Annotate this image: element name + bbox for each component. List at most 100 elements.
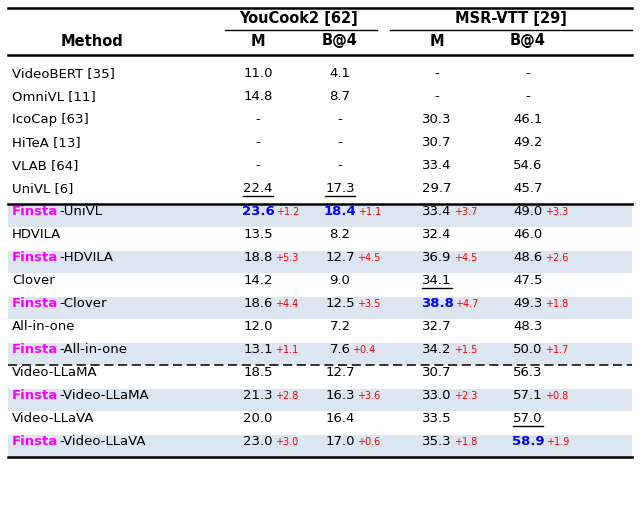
Text: UniVL [6]: UniVL [6]	[12, 182, 74, 195]
Bar	[8, 343, 632, 365]
Text: Finsta: Finsta	[12, 297, 58, 310]
Text: -HDVILA: -HDVILA	[60, 251, 113, 264]
Text: +1.2: +1.2	[276, 207, 300, 217]
Text: B@4: B@4	[510, 34, 546, 48]
Text: -Video-LLaMA: -Video-LLaMA	[60, 389, 149, 402]
Text: +1.1: +1.1	[358, 207, 381, 217]
Text: All-in-one: All-in-one	[12, 320, 76, 333]
Text: -: -	[255, 136, 260, 149]
Text: -: -	[435, 67, 440, 80]
Bar	[8, 205, 632, 227]
Text: M: M	[251, 34, 266, 48]
Text: Clover: Clover	[12, 275, 55, 288]
Text: +3.5: +3.5	[357, 299, 380, 309]
Text: +2.6: +2.6	[545, 253, 568, 263]
Text: +2.3: +2.3	[454, 391, 477, 401]
Text: +5.3: +5.3	[275, 253, 298, 263]
Text: +0.8: +0.8	[545, 391, 568, 401]
Text: 30.3: 30.3	[422, 113, 452, 127]
Text: +3.7: +3.7	[454, 207, 477, 217]
Text: 21.3: 21.3	[243, 389, 273, 402]
Text: +4.7: +4.7	[456, 299, 479, 309]
Text: 33.5: 33.5	[422, 413, 452, 426]
Text: 46.0: 46.0	[513, 228, 543, 241]
Text: 8.7: 8.7	[330, 90, 351, 103]
Text: -: -	[255, 113, 260, 127]
Text: 18.8: 18.8	[243, 251, 273, 264]
Text: 46.1: 46.1	[513, 113, 543, 127]
Text: 49.3: 49.3	[513, 297, 543, 310]
Text: 22.4: 22.4	[243, 182, 273, 195]
Text: Finsta: Finsta	[12, 251, 58, 264]
Bar	[8, 297, 632, 319]
Text: 12.5: 12.5	[325, 297, 355, 310]
Text: 12.7: 12.7	[325, 251, 355, 264]
Text: Finsta: Finsta	[12, 435, 58, 448]
Text: 7.2: 7.2	[330, 320, 351, 333]
Text: 54.6: 54.6	[513, 159, 543, 172]
Text: -Video-LLaVA: -Video-LLaVA	[60, 435, 146, 448]
Text: 16.4: 16.4	[325, 413, 355, 426]
Text: 12.7: 12.7	[325, 366, 355, 379]
Text: IcoCap [63]: IcoCap [63]	[12, 113, 89, 127]
Text: -All-in-one: -All-in-one	[60, 344, 127, 357]
Bar	[8, 389, 632, 411]
Text: 30.7: 30.7	[422, 366, 452, 379]
Text: YouCook2 [62]: YouCook2 [62]	[239, 11, 358, 26]
Text: +4.5: +4.5	[454, 253, 477, 263]
Text: M: M	[429, 34, 444, 48]
Text: 56.3: 56.3	[513, 366, 543, 379]
Text: 35.3: 35.3	[422, 435, 452, 448]
Text: 34.2: 34.2	[422, 344, 452, 357]
Text: B@4: B@4	[322, 34, 358, 48]
Text: 36.9: 36.9	[422, 251, 452, 264]
Text: OmniVL [11]: OmniVL [11]	[12, 90, 96, 103]
Text: 50.0: 50.0	[513, 344, 543, 357]
Text: +4.5: +4.5	[357, 253, 380, 263]
Text: 49.0: 49.0	[513, 206, 543, 218]
Text: +3.3: +3.3	[545, 207, 568, 217]
Text: +1.1: +1.1	[275, 345, 298, 355]
Text: 20.0: 20.0	[243, 413, 273, 426]
Text: 33.4: 33.4	[422, 159, 452, 172]
Text: +4.4: +4.4	[275, 299, 298, 309]
Text: -: -	[338, 113, 342, 127]
Text: 38.8: 38.8	[420, 297, 453, 310]
Text: Finsta: Finsta	[12, 389, 58, 402]
Text: +1.7: +1.7	[545, 345, 568, 355]
Text: +1.5: +1.5	[454, 345, 477, 355]
Text: 47.5: 47.5	[513, 275, 543, 288]
Text: 23.6: 23.6	[242, 206, 275, 218]
Text: 18.5: 18.5	[243, 366, 273, 379]
Text: -: -	[338, 159, 342, 172]
Text: 13.1: 13.1	[243, 344, 273, 357]
Text: MSR-VTT [29]: MSR-VTT [29]	[455, 11, 567, 26]
Text: 57.1: 57.1	[513, 389, 543, 402]
Text: 34.1: 34.1	[422, 275, 452, 288]
Text: 48.6: 48.6	[513, 251, 543, 264]
Text: Finsta: Finsta	[12, 344, 58, 357]
Text: +1.8: +1.8	[545, 299, 568, 309]
Text: -: -	[525, 90, 531, 103]
Text: -: -	[338, 136, 342, 149]
Text: 33.0: 33.0	[422, 389, 452, 402]
Text: HiTeA [13]: HiTeA [13]	[12, 136, 81, 149]
Text: 33.4: 33.4	[422, 206, 452, 218]
Text: 13.5: 13.5	[243, 228, 273, 241]
Text: 17.0: 17.0	[325, 435, 355, 448]
Text: +3.0: +3.0	[275, 437, 298, 447]
Text: 23.0: 23.0	[243, 435, 273, 448]
Text: +1.8: +1.8	[454, 437, 477, 447]
Text: +3.6: +3.6	[356, 391, 380, 401]
Text: 49.2: 49.2	[513, 136, 543, 149]
Bar	[8, 435, 632, 457]
Text: HDVILA: HDVILA	[12, 228, 61, 241]
Text: Method: Method	[61, 34, 124, 48]
Text: 7.6: 7.6	[330, 344, 351, 357]
Text: 9.0: 9.0	[330, 275, 351, 288]
Text: 32.4: 32.4	[422, 228, 452, 241]
Text: 48.3: 48.3	[513, 320, 543, 333]
Text: 45.7: 45.7	[513, 182, 543, 195]
Text: 57.0: 57.0	[513, 413, 543, 426]
Text: +0.4: +0.4	[353, 345, 376, 355]
